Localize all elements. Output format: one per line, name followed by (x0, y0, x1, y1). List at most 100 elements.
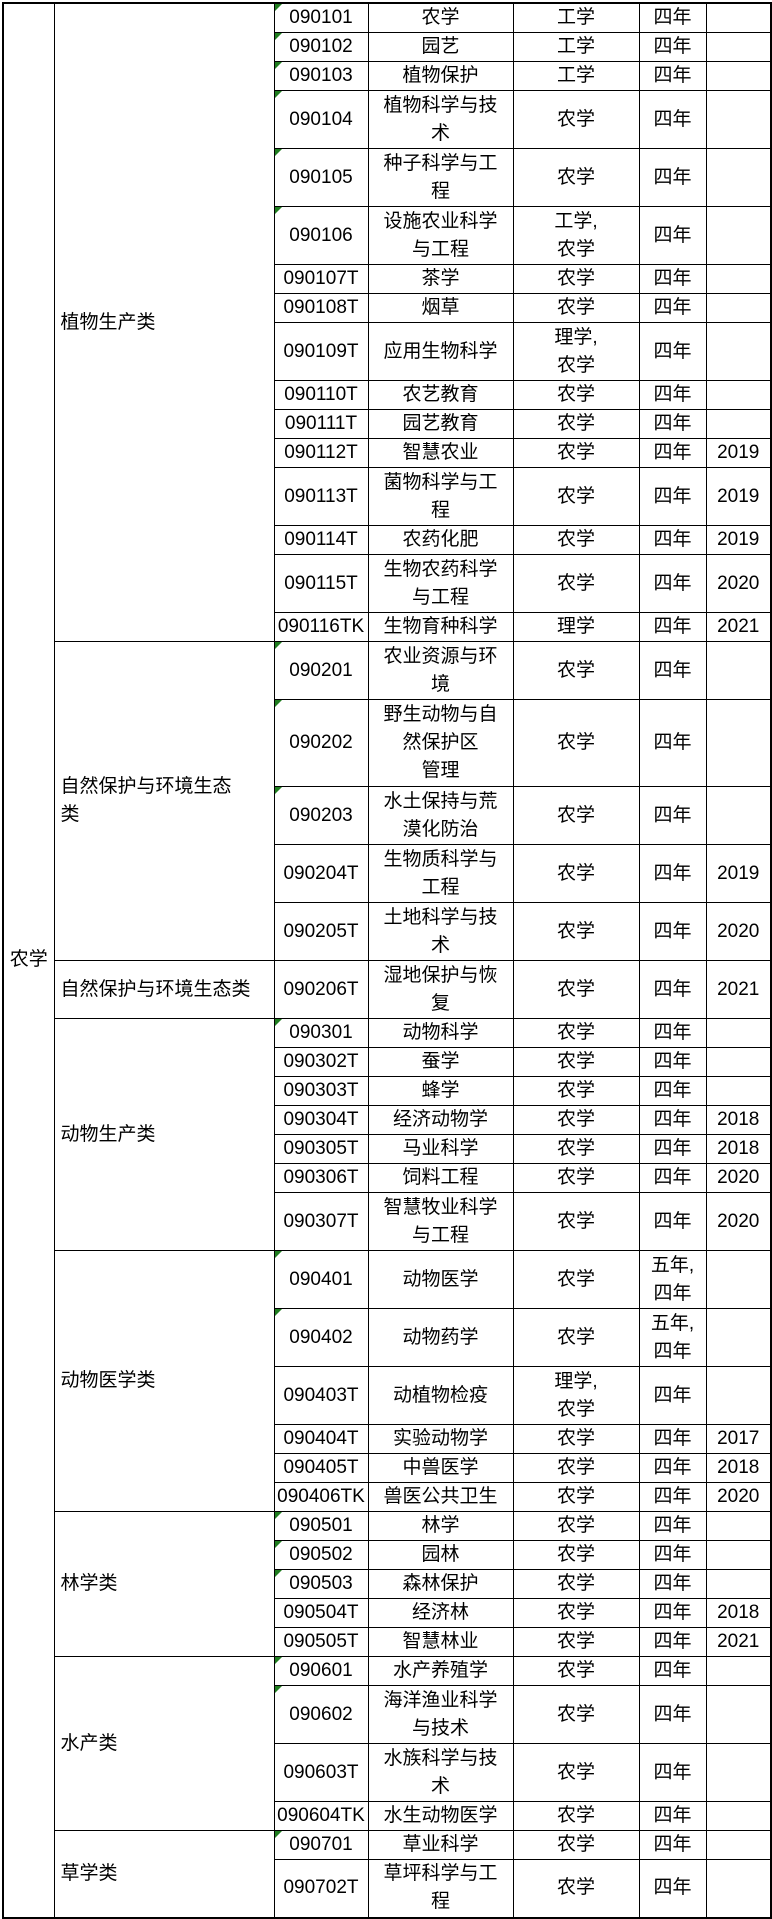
major-code-cell: 090501 (273, 1511, 369, 1541)
table-row: 090102 园艺 工学 四年 (3, 32, 772, 62)
major-name-cell-text: 实验动物学 (392, 1428, 488, 1449)
major-code-cell: 090601 (273, 1656, 369, 1686)
degree-cell: 工学 (512, 61, 640, 91)
duration-cell-text: 四年 (653, 804, 692, 826)
table-row: 090204T 生物质科学与 工程 农学 四年 2019 (3, 844, 772, 903)
major-code-cell: 090401 (273, 1250, 369, 1309)
major-code-cell-text: 090505T (283, 1631, 359, 1652)
duration-cell-text: 四年 (653, 166, 692, 188)
major-name-cell-text: 茶学 (421, 268, 460, 289)
degree-cell: 农学 (512, 438, 640, 468)
degree-cell-text: 农学 (556, 572, 595, 594)
major-code-cell: 090107T (273, 264, 369, 294)
degree-cell: 农学 (512, 1250, 640, 1309)
major-name-cell-text: 生物育种科学 (383, 616, 498, 637)
duration-cell: 五年, 四年 (638, 1308, 707, 1367)
degree-cell-text: 农学 (556, 1660, 595, 1681)
degree-cell-text: 农学 (556, 1877, 595, 1899)
duration-cell-text: 四年 (653, 1602, 692, 1623)
major-code-cell: 090304T (273, 1105, 369, 1135)
major-name-cell-text: 烟草 (421, 297, 460, 318)
degree-cell-text: 农学 (556, 1080, 595, 1101)
duration-cell-text: 四年 (653, 1051, 692, 1072)
duration-cell: 四年 (638, 264, 707, 294)
degree-cell-text: 工学 (556, 7, 595, 28)
major-code-cell-text: 090204T (283, 862, 359, 884)
major-code-cell-text: 090404T (283, 1428, 359, 1449)
text-format-indicator-icon (275, 700, 282, 707)
degree-cell-text: 农学 (556, 1138, 595, 1159)
duration-cell-text: 四年 (653, 529, 692, 550)
major-name-cell-text: 土地科学与技 术 (383, 906, 498, 956)
major-name-cell: 动植物检疫 (367, 1366, 514, 1425)
degree-cell: 农学 (512, 1685, 640, 1744)
major-name-cell-text: 动物医学 (402, 1268, 479, 1290)
duration-cell: 四年 (638, 293, 707, 323)
year-cell-text: 2019 (717, 485, 760, 507)
degree-cell-text: 理学, 农学 (554, 326, 598, 376)
degree-cell: 农学 (512, 1627, 640, 1657)
degree-cell-text: 工学 (556, 65, 595, 86)
duration-cell-text: 四年 (653, 616, 692, 637)
major-name-cell: 兽医公共卫生 (367, 1482, 514, 1512)
degree-cell-text: 农学 (556, 1631, 595, 1652)
text-format-indicator-icon (275, 642, 282, 649)
degree-cell-text: 农学 (556, 1210, 595, 1232)
text-format-indicator-icon (275, 1541, 282, 1548)
major-code-cell-text: 090601 (289, 1660, 353, 1681)
year-cell (705, 641, 772, 700)
text-format-indicator-icon (275, 1309, 282, 1316)
duration-cell: 四年 (638, 206, 707, 265)
text-format-indicator-icon (275, 149, 282, 156)
major-name-cell-text: 草坪科学与工 程 (383, 1863, 498, 1913)
duration-cell: 四年 (638, 2, 707, 33)
duration-cell-text: 四年 (653, 413, 692, 434)
degree-cell-text: 农学 (556, 732, 595, 753)
major-name-cell-text: 农药化肥 (402, 529, 479, 550)
degree-cell: 农学 (512, 467, 640, 526)
table-row: 090302T 蚕学 农学 四年 (3, 1047, 772, 1077)
major-code-cell-text: 090701 (289, 1834, 353, 1855)
major-code-cell: 090201 (273, 641, 369, 700)
major-code-cell-text: 090403T (283, 1384, 359, 1406)
degree-cell-text: 农学 (556, 1544, 595, 1565)
major-name-cell: 水生动物医学 (367, 1801, 514, 1831)
duration-cell-text: 四年 (653, 297, 692, 318)
degree-cell-text: 农学 (556, 659, 595, 681)
duration-cell: 四年 (638, 1047, 707, 1077)
major-code-cell-text: 090502 (289, 1544, 353, 1565)
major-code-cell-text: 090111T (284, 413, 358, 434)
table-row: 090502 园林 农学 四年 (3, 1540, 772, 1570)
major-code-cell: 090503 (273, 1569, 369, 1599)
major-name-cell-text: 水土保持与荒 漠化防治 (383, 790, 498, 840)
major-code-cell: 090101 (273, 2, 369, 33)
major-name-cell-text: 农艺教育 (402, 384, 479, 405)
year-cell (705, 786, 772, 845)
year-cell: 2021 (705, 960, 772, 1019)
duration-cell: 四年 (638, 786, 707, 845)
year-cell (705, 1656, 772, 1686)
year-cell: 2019 (705, 467, 772, 526)
duration-cell: 四年 (638, 1076, 707, 1106)
major-name-cell-text: 水产养殖学 (392, 1660, 488, 1681)
year-cell-text: 2020 (717, 920, 760, 942)
major-name-cell-text: 蚕学 (421, 1051, 460, 1072)
degree-cell: 工学, 农学 (512, 206, 640, 265)
degree-cell-text: 农学 (556, 1268, 595, 1290)
category-cell: 自然保护与环境生态 类 (53, 641, 275, 961)
major-code-cell: 090502 (273, 1540, 369, 1570)
table-row: 090112T 智慧农业 农学 四年 2019 (3, 438, 772, 468)
year-cell: 2019 (705, 438, 772, 468)
major-name-cell-text: 种子科学与工 程 (383, 152, 498, 202)
table-row: 林学类 090501 林学 农学 四年 (3, 1511, 772, 1657)
major-code-cell: 090403T (273, 1366, 369, 1425)
category-cell: 草学类 (53, 1830, 275, 1918)
major-code-cell: 090301 (273, 1018, 369, 1048)
degree-cell: 农学 (512, 1540, 640, 1570)
table-row: 090110T 农艺教育 农学 四年 (3, 380, 772, 410)
table-row: 090406TK 兽医公共卫生 农学 四年 2020 (3, 1482, 772, 1512)
degree-cell: 农学 (512, 1453, 640, 1483)
degree-cell: 农学 (512, 1047, 640, 1077)
category-cell: 林学类 (53, 1511, 275, 1657)
major-code-cell: 090114T (273, 525, 369, 555)
